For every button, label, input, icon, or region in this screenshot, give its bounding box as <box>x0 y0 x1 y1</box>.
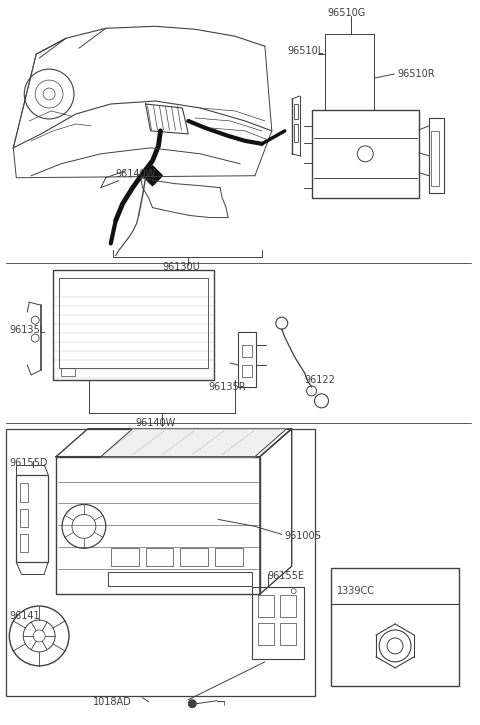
Text: 96155D: 96155D <box>9 457 48 468</box>
Bar <box>431 131 439 186</box>
Bar <box>215 548 243 566</box>
Bar <box>108 572 252 586</box>
Bar <box>258 595 274 617</box>
Bar <box>312 110 419 198</box>
Text: 96510L: 96510L <box>288 46 324 57</box>
Bar <box>61 368 75 376</box>
Text: 96155E: 96155E <box>268 571 305 581</box>
Text: 1339CC: 1339CC <box>337 586 375 596</box>
Bar <box>294 104 298 119</box>
Bar <box>252 587 304 659</box>
Text: 96100S: 96100S <box>285 531 322 542</box>
Bar <box>294 124 298 142</box>
Bar <box>429 118 444 193</box>
Bar <box>258 623 274 645</box>
Bar <box>280 595 296 617</box>
Text: 96140W: 96140W <box>136 418 176 428</box>
Bar <box>53 270 214 380</box>
Bar <box>180 548 208 566</box>
Text: 96135L: 96135L <box>9 325 46 335</box>
Bar <box>280 623 296 645</box>
Bar <box>16 475 48 562</box>
Text: 96135R: 96135R <box>208 382 246 392</box>
Text: 96130U: 96130U <box>162 262 200 273</box>
Bar <box>111 548 139 566</box>
Bar <box>145 548 173 566</box>
Bar <box>20 534 28 552</box>
Text: 96510R: 96510R <box>397 69 435 79</box>
Bar <box>242 345 252 357</box>
Bar <box>20 483 28 502</box>
Bar <box>242 365 252 377</box>
Text: 96122: 96122 <box>305 375 336 385</box>
Text: 96140W: 96140W <box>116 169 156 179</box>
Bar <box>56 457 260 594</box>
Polygon shape <box>143 166 162 186</box>
Bar <box>20 510 28 527</box>
Text: 96510G: 96510G <box>327 9 366 18</box>
Bar <box>332 568 459 686</box>
Polygon shape <box>101 428 287 457</box>
Text: 1018AD: 1018AD <box>93 697 132 707</box>
Bar <box>238 332 256 387</box>
Bar <box>59 278 208 368</box>
Bar <box>6 428 314 696</box>
Circle shape <box>188 700 196 708</box>
Text: 96141: 96141 <box>9 611 40 621</box>
